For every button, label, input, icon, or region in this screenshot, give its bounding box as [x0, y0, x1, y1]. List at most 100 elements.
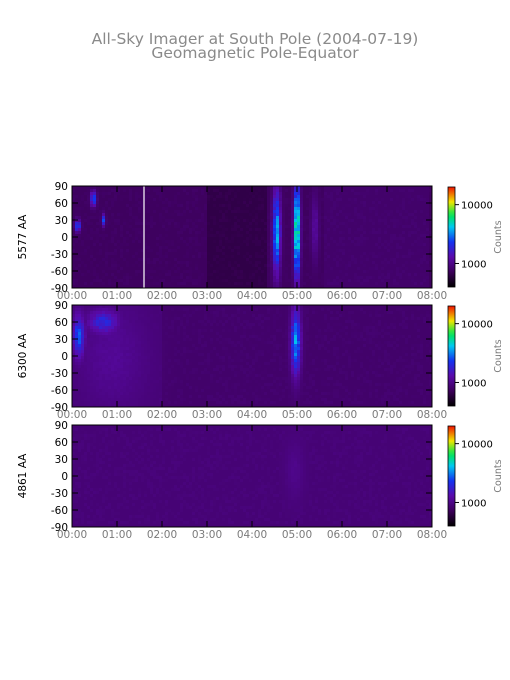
heat-cell	[120, 398, 124, 402]
heat-cell	[351, 228, 355, 232]
heat-cell	[258, 201, 262, 205]
heat-cell	[144, 252, 148, 256]
heat-cell	[111, 237, 115, 241]
heat-cell	[135, 374, 139, 378]
heat-cell	[276, 285, 280, 289]
heat-cell	[228, 246, 232, 250]
heat-cell	[111, 243, 115, 247]
heat-cell	[114, 249, 118, 253]
heat-cell	[348, 240, 352, 244]
heat-cell	[180, 225, 184, 229]
heat-cell	[105, 389, 109, 393]
heat-cell	[87, 353, 91, 357]
heat-cell	[171, 213, 175, 217]
heat-cell	[186, 285, 190, 289]
heat-cell	[120, 326, 124, 330]
heat-cell	[237, 240, 241, 244]
heat-cell	[81, 216, 85, 220]
heat-cell	[330, 240, 334, 244]
heat-cell	[204, 189, 208, 193]
heat-cell	[126, 308, 130, 312]
heat-cell	[135, 323, 139, 327]
heat-cell	[132, 201, 136, 205]
heat-cell	[195, 207, 199, 211]
heat-cell	[393, 255, 397, 259]
heat-cell	[78, 371, 82, 375]
heat-cell	[177, 225, 181, 229]
heat-cell	[402, 252, 406, 256]
heat-cell	[387, 258, 391, 262]
heat-cell	[141, 186, 145, 190]
heat-cell	[225, 282, 229, 286]
heat-cell	[141, 383, 145, 387]
heat-cell	[414, 219, 418, 223]
heat-cell	[384, 222, 388, 226]
heat-cell	[162, 225, 166, 229]
heat-cell	[213, 219, 217, 223]
heat-cell	[93, 252, 97, 256]
heat-cell	[396, 267, 400, 271]
heat-cell	[222, 285, 226, 289]
heat-cell	[177, 258, 181, 262]
heat-cell	[234, 261, 238, 265]
heat-cell	[156, 231, 160, 235]
heat-cell	[195, 189, 199, 193]
heat-cell	[165, 255, 169, 259]
heat-cell	[72, 216, 76, 220]
heat-cell	[114, 279, 118, 283]
heat-cell	[210, 195, 214, 199]
heat-cell	[108, 201, 112, 205]
heat-cell	[408, 207, 412, 211]
heat-cell	[372, 267, 376, 271]
heat-cell	[156, 204, 160, 208]
heat-cell	[219, 279, 223, 283]
heat-cell	[147, 237, 151, 241]
heat-cell	[198, 264, 202, 268]
heat-cell	[420, 210, 424, 214]
heat-cell	[390, 201, 394, 205]
heat-cell	[363, 243, 367, 247]
heat-cell	[99, 222, 103, 226]
heat-cell	[276, 204, 280, 208]
heat-cell	[318, 204, 322, 208]
heat-cell	[81, 201, 85, 205]
heat-cell	[297, 228, 301, 232]
heat-cell	[429, 219, 433, 223]
heat-cell	[111, 320, 115, 324]
heat-cell	[114, 219, 118, 223]
heat-cell	[393, 261, 397, 265]
heat-cell	[222, 192, 226, 196]
heat-cell	[249, 276, 253, 280]
heat-cell	[111, 356, 115, 360]
heat-cell	[192, 201, 196, 205]
heat-cell	[279, 204, 283, 208]
heat-cell	[195, 234, 199, 238]
heat-cell	[144, 258, 148, 262]
heat-cell	[99, 332, 103, 336]
heat-cell	[408, 261, 412, 265]
heat-cell	[351, 279, 355, 283]
heat-cell	[237, 192, 241, 196]
heat-cell	[321, 204, 325, 208]
heat-cell	[96, 267, 100, 271]
heat-cell	[111, 398, 115, 402]
heat-cell	[381, 192, 385, 196]
heat-cell	[264, 246, 268, 250]
heat-cell	[207, 219, 211, 223]
heat-cell	[132, 362, 136, 366]
heat-cell	[123, 404, 127, 408]
heat-cell	[93, 255, 97, 259]
heat-cell	[102, 285, 106, 289]
heat-cell	[420, 264, 424, 268]
heat-cell	[393, 228, 397, 232]
heat-cell	[387, 231, 391, 235]
heat-cell	[228, 198, 232, 202]
heat-cell	[360, 225, 364, 229]
heat-cell	[345, 234, 349, 238]
heat-cell	[291, 189, 295, 193]
heat-cell	[306, 273, 310, 277]
heat-cell	[408, 243, 412, 247]
heat-cell	[429, 237, 433, 241]
heat-cell	[81, 276, 85, 280]
heat-cell	[423, 213, 427, 217]
